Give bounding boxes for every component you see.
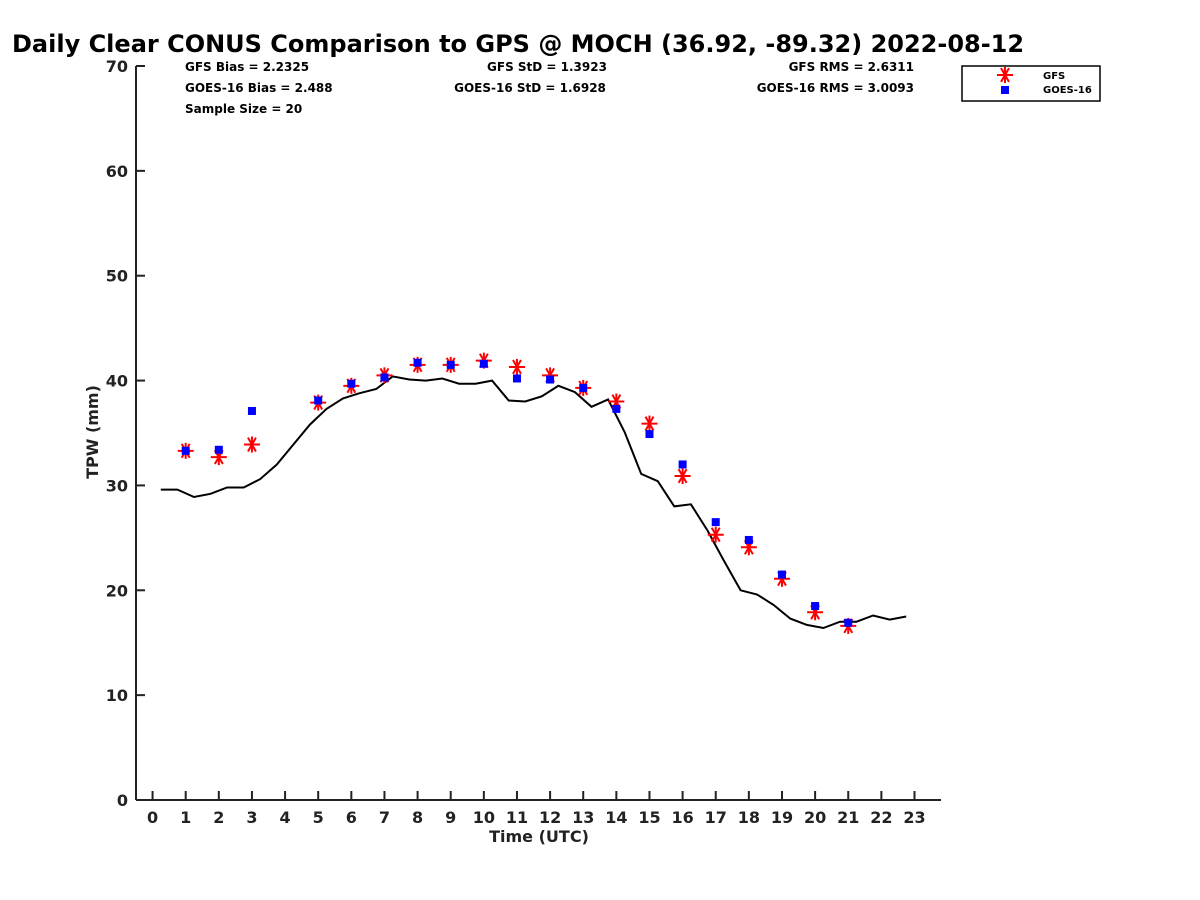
y-tick-label: 10 xyxy=(106,686,128,705)
x-tick-label: 8 xyxy=(412,808,423,827)
x-tick-label: 23 xyxy=(903,808,925,827)
x-tick-label: 9 xyxy=(445,808,456,827)
x-tick-label: 17 xyxy=(705,808,727,827)
x-tick-label: 2 xyxy=(213,808,224,827)
goes-point xyxy=(512,374,521,383)
stats-panel: GFS Bias = 2.2325 GOES-16 Bias = 2.488 S… xyxy=(185,60,914,116)
gfs-point xyxy=(508,358,525,375)
x-tick-label: 13 xyxy=(572,808,594,827)
y-axis-label: TPW (mm) xyxy=(83,385,102,479)
goes-point xyxy=(711,518,720,527)
x-tick-label: 16 xyxy=(671,808,693,827)
sample-size-text: Sample Size = 20 xyxy=(185,102,302,116)
x-tick-label: 4 xyxy=(280,808,291,827)
y-tick-label: 50 xyxy=(106,267,128,286)
goes-point xyxy=(678,460,687,469)
goes-point xyxy=(446,360,455,369)
x-tick-label: 11 xyxy=(506,808,528,827)
x-tick-label: 22 xyxy=(870,808,892,827)
gps-line-layer xyxy=(160,375,907,630)
goes-point xyxy=(579,383,588,392)
legend-gfs-symbol xyxy=(997,67,1013,83)
goes-std-text: GOES-16 StD = 1.6928 xyxy=(454,81,606,95)
y-tick-label: 0 xyxy=(117,791,128,810)
goes-point xyxy=(380,373,389,382)
legend-goes-symbol xyxy=(1001,86,1009,94)
x-tick-label: 12 xyxy=(539,808,561,827)
gfs-point xyxy=(674,467,691,484)
legend-goes-marker xyxy=(1001,86,1009,94)
goes-bias-text: GOES-16 Bias = 2.488 xyxy=(185,81,333,95)
y-tick-label: 70 xyxy=(106,57,128,76)
x-tick-label: 0 xyxy=(147,808,158,827)
gfs-point xyxy=(641,415,658,432)
goes-point xyxy=(645,430,654,439)
goes-point xyxy=(247,406,256,415)
x-tick-label: 5 xyxy=(313,808,324,827)
legend: GFS GOES-16 xyxy=(961,65,1101,102)
marks-layer xyxy=(177,352,857,634)
goes-rms-text: GOES-16 RMS = 3.0093 xyxy=(757,81,914,95)
goes-point xyxy=(413,358,422,367)
legend-goes-label: GOES-16 xyxy=(1043,85,1092,96)
x-tick-label: 15 xyxy=(638,808,660,827)
goes-point xyxy=(347,379,356,388)
chart-title: Daily Clear CONUS Comparison to GPS @ MO… xyxy=(12,30,1025,58)
legend-gfs-label: GFS xyxy=(1043,71,1065,82)
x-tick-label: 1 xyxy=(180,808,191,827)
x-tick-label: 10 xyxy=(473,808,495,827)
goes-point xyxy=(546,375,555,384)
gfs-std-text: GFS StD = 1.3923 xyxy=(487,60,607,74)
goes-point xyxy=(214,445,223,454)
x-tick-label: 20 xyxy=(804,808,826,827)
legend-gfs-marker xyxy=(997,67,1013,83)
goes-point xyxy=(479,359,488,368)
x-tick-label: 18 xyxy=(738,808,760,827)
x-tick-label: 6 xyxy=(346,808,357,827)
goes-point xyxy=(844,618,853,627)
gfs-point xyxy=(243,436,260,453)
x-axis-label: Time (UTC) xyxy=(489,827,589,846)
x-tick-label: 7 xyxy=(379,808,390,827)
gfs-point xyxy=(707,526,724,543)
legend-box xyxy=(961,65,1101,102)
x-tick-label: 3 xyxy=(246,808,257,827)
goes-point xyxy=(612,404,621,413)
x-tick-label: 14 xyxy=(605,808,627,827)
goes-point xyxy=(314,396,323,405)
gfs-bias-text: GFS Bias = 2.2325 xyxy=(185,60,309,74)
goes-point xyxy=(744,535,753,544)
y-tick-label: 40 xyxy=(106,372,128,391)
x-tick-label: 19 xyxy=(771,808,793,827)
y-tick-label: 60 xyxy=(106,162,128,181)
goes-point xyxy=(811,602,820,611)
goes-point xyxy=(181,446,190,455)
x-tick-label: 21 xyxy=(837,808,859,827)
y-tick-label: 30 xyxy=(106,476,128,495)
gfs-rms-text: GFS RMS = 2.6311 xyxy=(789,60,914,74)
goes-point xyxy=(777,570,786,579)
y-tick-label: 20 xyxy=(106,581,128,600)
gps-line xyxy=(160,375,907,630)
